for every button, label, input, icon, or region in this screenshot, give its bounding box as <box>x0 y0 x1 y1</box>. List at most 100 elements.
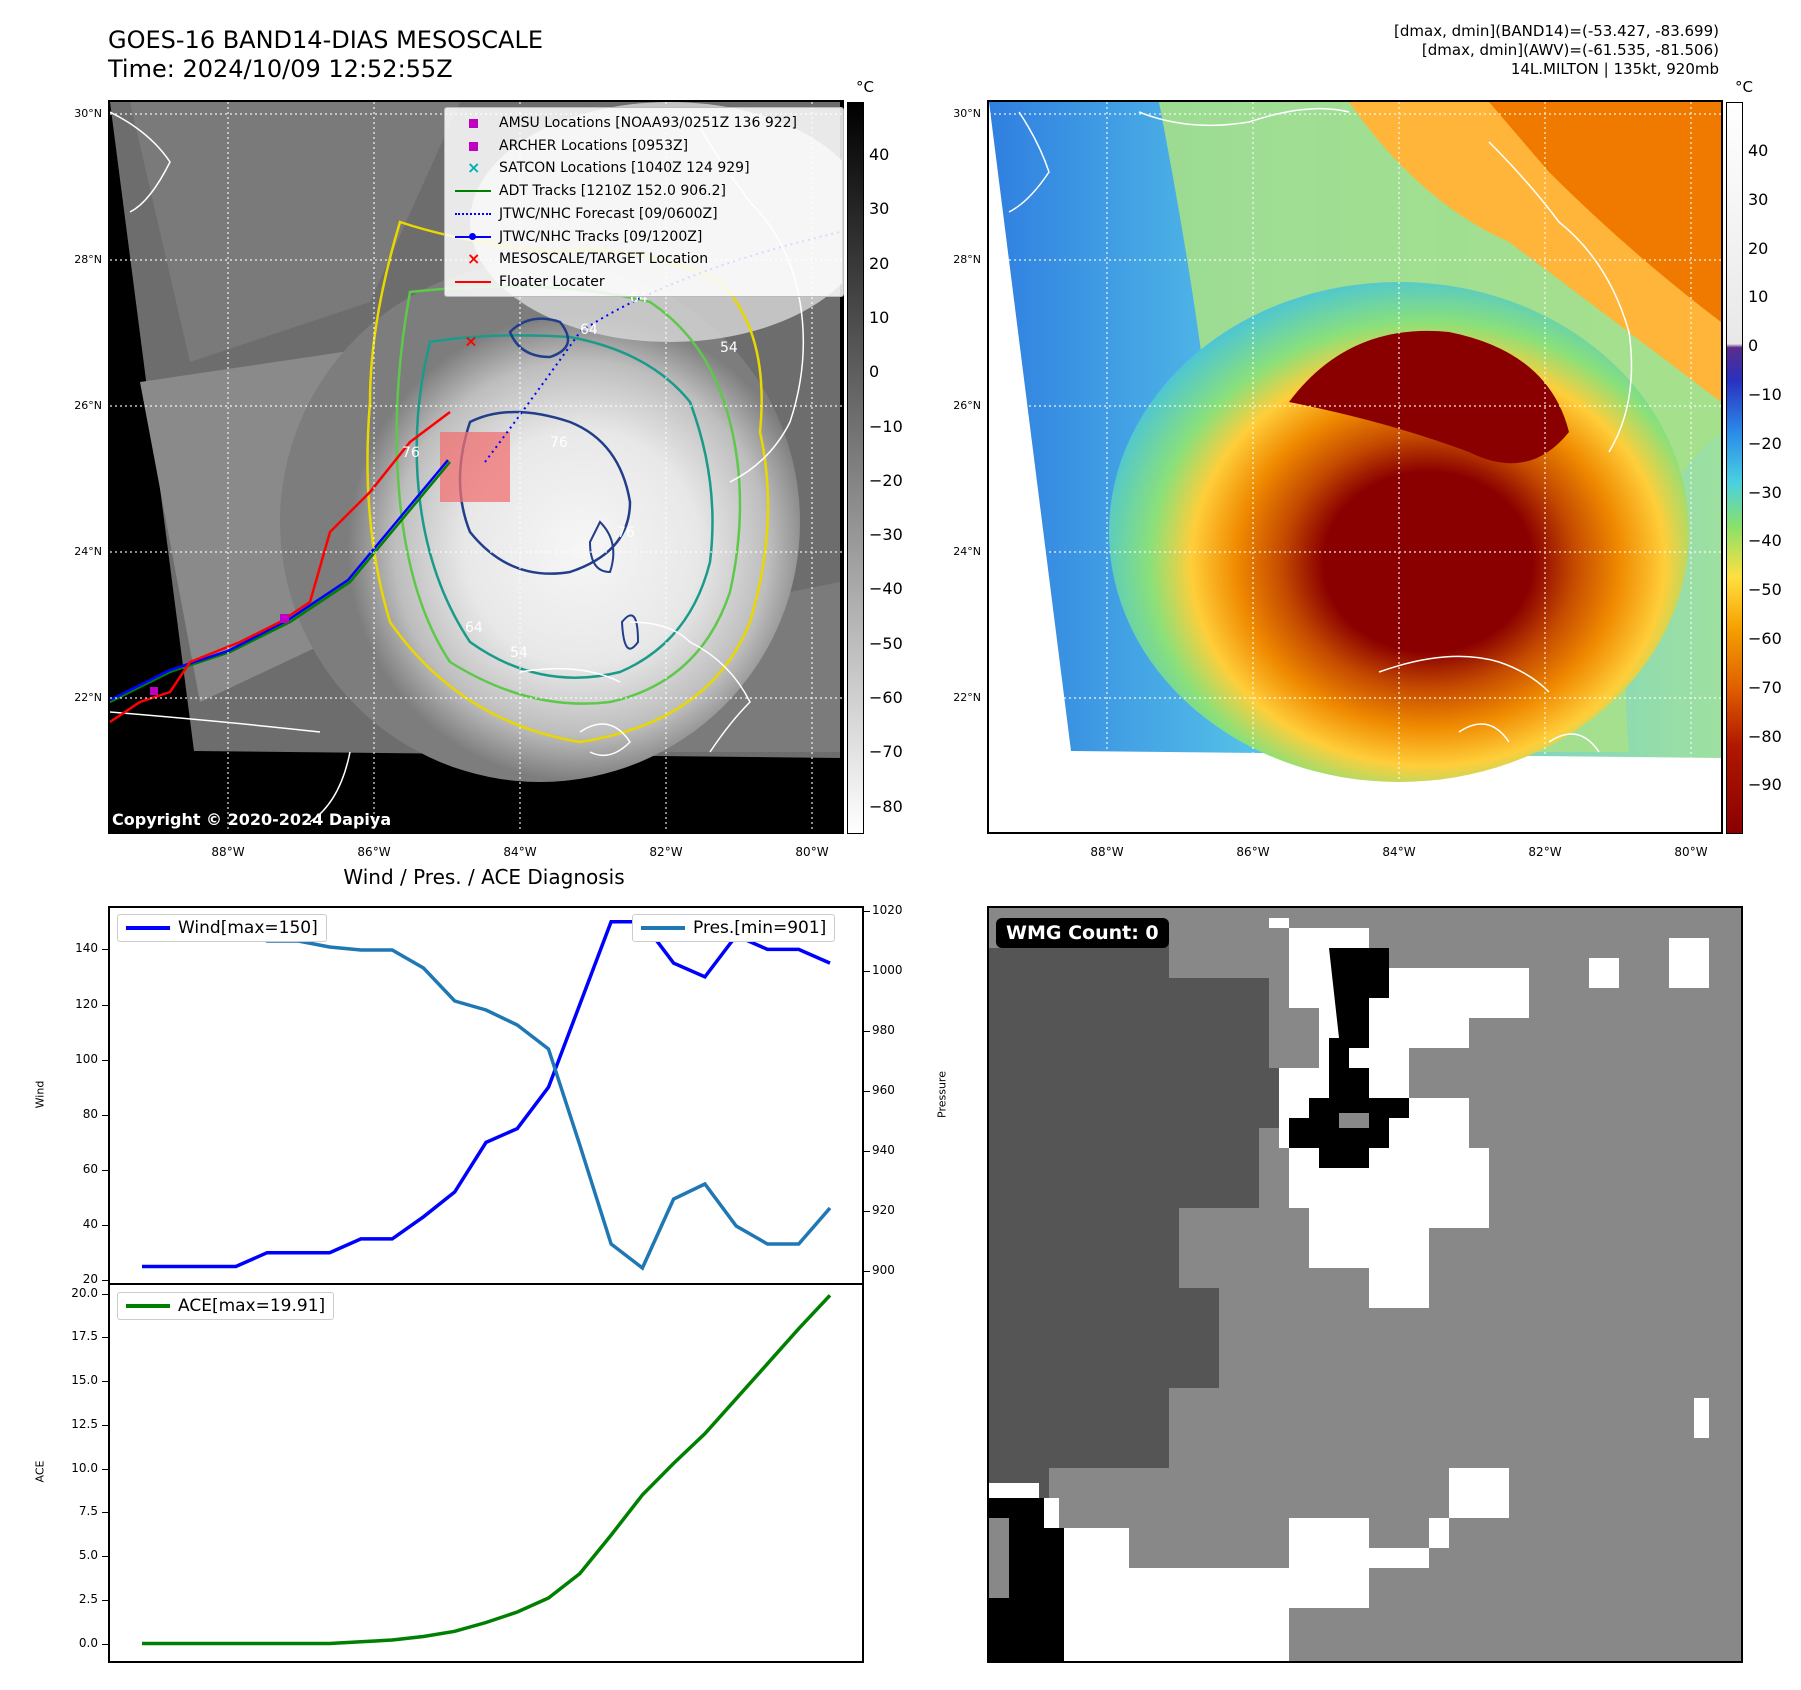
axis-tick-mark <box>102 1337 108 1339</box>
latitude-label: 22°N <box>953 691 981 704</box>
legend-symbol <box>455 113 493 133</box>
legend-label: SATCON Locations [1040Z 124 929] <box>499 160 750 177</box>
longitude-label: 80°W <box>795 845 829 859</box>
legend-symbol <box>455 181 493 201</box>
legend-symbol: × <box>467 157 481 177</box>
pressure-legend-label: Pres.[min=901] <box>693 918 827 938</box>
longitude-label: 86°W <box>357 845 391 859</box>
contour-label: 54 <box>720 340 738 356</box>
jtwc-forecast-track <box>484 231 841 463</box>
wmg-dark-region <box>989 928 1309 1508</box>
map-legend: AMSU Locations [NOAA93/0251Z 136 922] ARC… <box>444 107 844 297</box>
colorbar-tick-label: −30 <box>869 525 903 545</box>
colorbar-tick-label: −10 <box>1748 385 1782 404</box>
legend-symbol <box>455 136 493 156</box>
pressure-series-line <box>142 921 832 1271</box>
axis-tick-label: 40 <box>82 1217 98 1232</box>
target-x-marker: × <box>464 332 477 351</box>
contour-label: 76 <box>402 445 420 461</box>
colorbar-tick-label: 0 <box>1748 336 1759 356</box>
latitude-label: 28°N <box>953 253 981 266</box>
right-coastline <box>1008 107 1633 753</box>
axis-tick-mark <box>102 1424 108 1426</box>
axis-tick-label: 7.5 <box>78 1504 98 1519</box>
contour-label: 64 <box>580 322 598 338</box>
colorbar-tick-label: 10 <box>1748 287 1769 307</box>
info-line1: [dmax, dmin](BAND14)=(-53.427, -83.699) <box>1394 22 1719 40</box>
legend-label: Floater Locater <box>499 273 605 290</box>
wind-legend-label: Wind[max=150] <box>178 918 318 938</box>
colorbar-tick-label: 20 <box>1748 238 1769 258</box>
copyright-text: Copyright © 2020-2024 Dapiya <box>112 810 392 829</box>
wind-legend: Wind[max=150] <box>117 914 327 942</box>
legend-symbol <box>455 227 493 247</box>
axis-tick-label: 15.0 <box>71 1373 98 1388</box>
ace-legend: ACE[max=19.91] <box>117 1292 335 1320</box>
axis-tick-mark <box>102 1468 108 1470</box>
contour-label: 76 <box>550 435 568 451</box>
legend-symbol: × <box>467 248 481 268</box>
axis-tick-mark <box>864 1031 870 1032</box>
contour-label: 54 <box>510 645 528 661</box>
wmg-white-bottom <box>989 1468 1509 1661</box>
legend-item: AMSU Locations [NOAA93/0251Z 136 922] <box>455 112 835 135</box>
colorbar-tick-label: −40 <box>869 579 903 599</box>
longitude-label: 82°W <box>1528 845 1562 859</box>
axis-tick-label: 940 <box>872 1143 895 1157</box>
longitude-label: 80°W <box>1674 845 1708 859</box>
axis-tick-mark <box>864 1211 870 1212</box>
legend-item: × SATCON Locations [1040Z 124 929] <box>455 157 835 180</box>
colorbar-tick-label: 10 <box>869 307 890 327</box>
axis-tick-mark <box>102 1381 108 1383</box>
legend-item: JTWC/NHC Tracks [09/1200Z] <box>455 226 835 249</box>
colorbar-tick-label: −20 <box>1748 433 1782 453</box>
axis-tick-label: 0.0 <box>78 1635 98 1650</box>
axis-tick-mark <box>102 1556 108 1558</box>
ace-axis-label: ACE <box>33 1460 47 1483</box>
axis-tick-mark <box>102 1169 108 1171</box>
longitude-label: 84°W <box>503 845 537 859</box>
pressure-legend: Pres.[min=901] <box>632 914 836 942</box>
latitude-label: 26°N <box>74 399 102 412</box>
colorbar-tick-label: 40 <box>869 145 890 164</box>
colorbar-tick-label: −50 <box>869 633 903 653</box>
axis-tick-label: 120 <box>75 996 98 1011</box>
axis-tick-mark <box>102 1643 108 1645</box>
legend-item: ADT Tracks [1210Z 152.0 906.2] <box>455 180 835 203</box>
right-colorbar-unit: °C <box>1735 78 1753 96</box>
colorbar-tick-label: −40 <box>1748 531 1782 551</box>
axis-tick-mark <box>864 971 870 972</box>
wind-series-line <box>142 920 831 1269</box>
wmg-count-badge: WMG Count: 0 <box>996 918 1169 948</box>
axis-tick-mark <box>102 949 108 951</box>
axis-tick-mark <box>102 1280 108 1282</box>
diagnosis-title: Wind / Pres. / ACE Diagnosis <box>343 865 625 889</box>
navy-contour <box>458 410 632 575</box>
axis-tick-label: 1020 <box>872 903 903 917</box>
right-awv-map <box>987 100 1723 834</box>
colorbar-tick-label: −60 <box>869 688 903 707</box>
pressure-axis-label: Pressure <box>935 1071 949 1118</box>
amsu-marker <box>150 687 158 695</box>
title-line1: GOES-16 BAND14-DIAS MESOSCALE <box>108 26 544 54</box>
axis-tick-mark <box>102 1512 108 1514</box>
legend-label: ADT Tracks [1210Z 152.0 906.2] <box>499 183 726 200</box>
ace-svg <box>142 1294 832 1646</box>
colorbar-tick-label: −80 <box>1748 726 1782 746</box>
colorbar-tick-label: −20 <box>869 470 903 490</box>
axis-tick-label: 17.5 <box>71 1329 98 1344</box>
wmg-panel <box>987 906 1743 1663</box>
axis-tick-label: 920 <box>872 1203 895 1217</box>
axis-tick-label: 980 <box>872 1023 895 1037</box>
colorbar-tick-label: −60 <box>1748 629 1782 648</box>
contour-label: 76 <box>617 525 635 541</box>
axis-tick-label: 2.5 <box>78 1591 98 1606</box>
legend-label: JTWC/NHC Tracks [09/1200Z] <box>499 228 703 245</box>
right-map-svg <box>989 102 1721 832</box>
axis-tick-mark <box>102 1599 108 1601</box>
wmg-svg <box>989 908 1741 1661</box>
colorbar-tick-label: −70 <box>1748 677 1782 697</box>
wind-pressure-svg <box>142 920 832 1271</box>
legend-item: ARCHER Locations [0953Z] <box>455 135 835 158</box>
colorbar-tick-label: −50 <box>1748 580 1782 600</box>
